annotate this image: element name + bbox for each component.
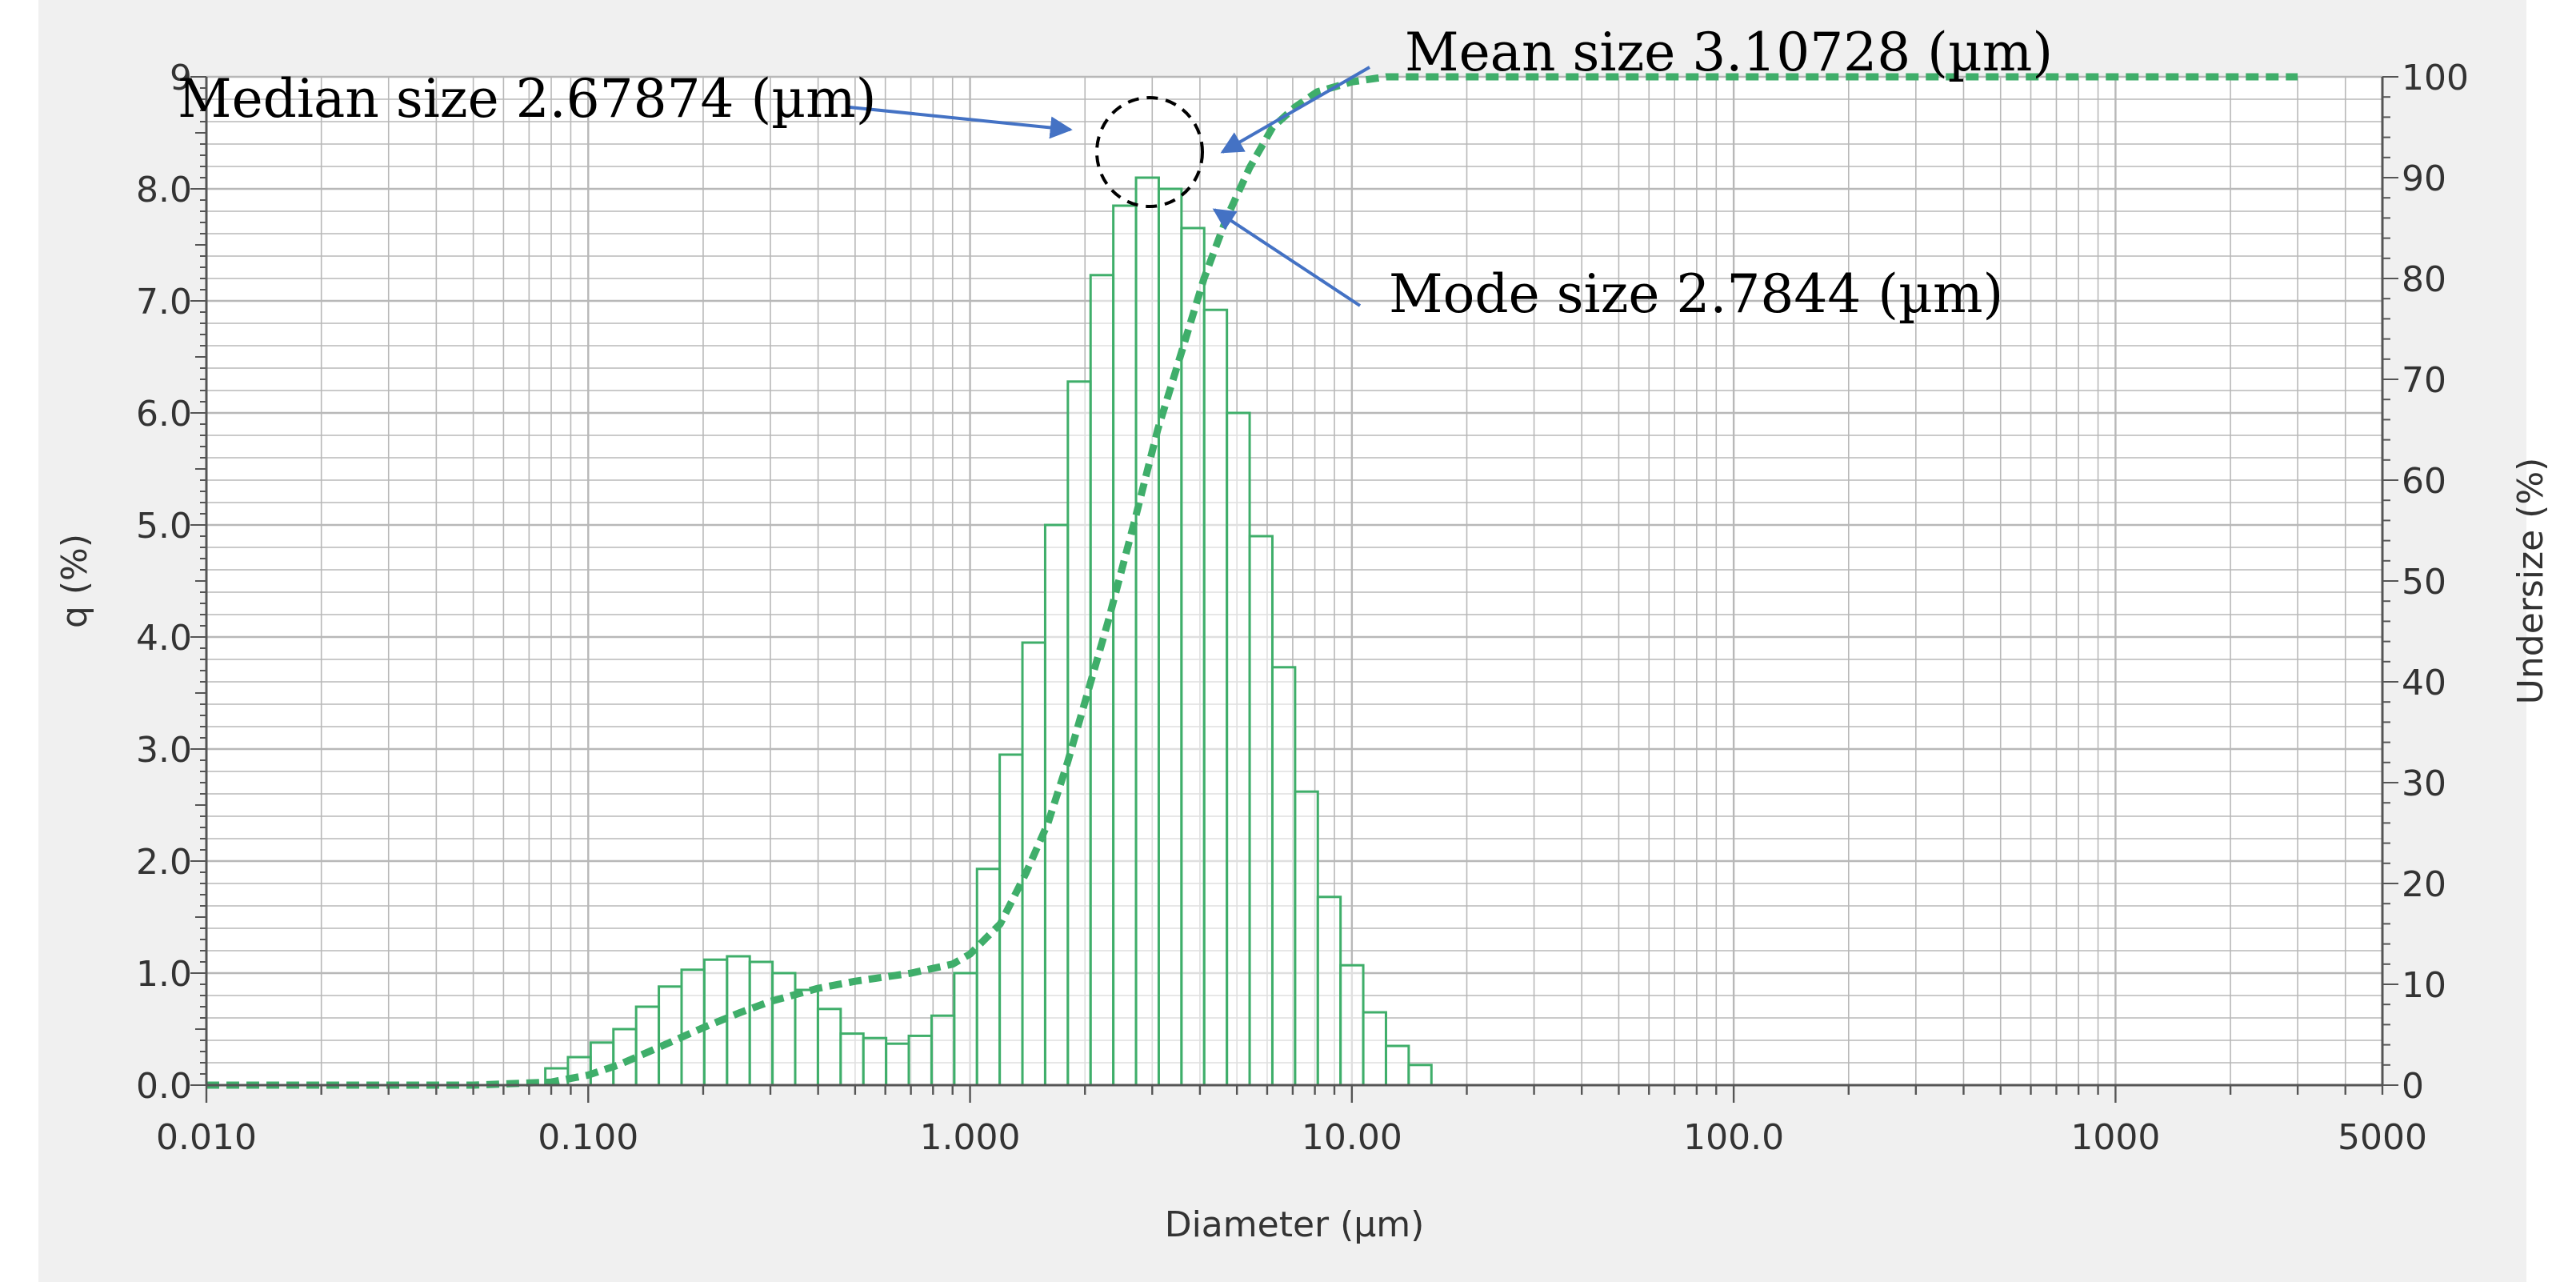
y-left-tick-label: 0.0 bbox=[136, 1066, 192, 1107]
histogram-bar bbox=[634, 1005, 661, 1087]
histogram-bar bbox=[771, 972, 797, 1087]
tick-labels: 0.010 0.100 1.000 10.00 100.0 1000 50000.01.02… bbox=[136, 58, 2469, 1158]
y-right-tick-label: 40 bbox=[2402, 663, 2446, 703]
histogram-bar bbox=[1134, 176, 1160, 1087]
histogram-bar bbox=[953, 972, 978, 1087]
cumulative-line bbox=[206, 73, 2298, 1089]
histogram-bar bbox=[1157, 187, 1183, 1087]
mean-arrow bbox=[1220, 66, 1370, 154]
y-right-tick-label: 50 bbox=[2402, 562, 2446, 603]
histogram-bar bbox=[1294, 790, 1319, 1087]
annotations: Median size 2.67874 (µm) Mean size 3.107… bbox=[178, 22, 2053, 325]
histogram-bar bbox=[1112, 204, 1138, 1087]
y-right-tick-label: 10 bbox=[2402, 965, 2446, 1006]
histogram-bar bbox=[839, 1032, 865, 1087]
y-axis-left-label: q (%) bbox=[54, 534, 95, 628]
histogram-bar bbox=[1066, 380, 1092, 1087]
histogram-bar bbox=[862, 1036, 888, 1087]
y-right-tick-label: 30 bbox=[2402, 763, 2446, 804]
y-right-tick-label: 0 bbox=[2402, 1066, 2424, 1107]
y-left-tick-label: 9 bbox=[170, 58, 192, 98]
histogram-bar bbox=[794, 988, 819, 1087]
y-right-tick-label: 80 bbox=[2402, 259, 2446, 300]
histogram-bar bbox=[1316, 895, 1342, 1087]
y-left-tick-label: 6.0 bbox=[136, 394, 192, 435]
y-left-tick-label: 7.0 bbox=[136, 282, 192, 323]
mode-arrow bbox=[1212, 208, 1362, 307]
y-left-tick-label: 2.0 bbox=[136, 842, 192, 883]
histogram-bar bbox=[1043, 523, 1070, 1087]
histogram-bar bbox=[816, 1008, 842, 1087]
histogram-bar bbox=[885, 1042, 910, 1087]
histogram-bar bbox=[1226, 411, 1251, 1087]
x-tick-label: 100.0 bbox=[1683, 1117, 1784, 1158]
histogram-bar bbox=[1248, 535, 1274, 1087]
histogram-bars bbox=[544, 176, 1433, 1087]
x-tick-label: 1000 bbox=[2070, 1117, 2160, 1158]
histogram-bar bbox=[589, 1041, 615, 1087]
histogram-bar bbox=[1407, 1064, 1433, 1087]
y-left-tick-label: 3.0 bbox=[136, 730, 192, 771]
x-tick-label: 0.010 bbox=[156, 1117, 257, 1158]
histogram-bar bbox=[1339, 963, 1365, 1087]
histogram-bar bbox=[975, 867, 1002, 1087]
median-annotation: Median size 2.67874 (µm) bbox=[178, 68, 877, 130]
histogram-bar bbox=[748, 960, 774, 1087]
y-right-tick-label: 70 bbox=[2402, 360, 2446, 401]
cumulative-curve bbox=[206, 73, 2298, 1089]
y-right-tick-label: 100 bbox=[2402, 58, 2469, 98]
y-left-tick-label: 1.0 bbox=[136, 954, 192, 995]
histogram-bar bbox=[1384, 1044, 1410, 1087]
median-arrow bbox=[849, 106, 1073, 139]
x-axis-label: Diameter (µm) bbox=[1165, 1204, 1425, 1245]
histogram-bar bbox=[1021, 641, 1046, 1087]
peak-highlight-circle bbox=[1095, 96, 1204, 208]
histogram-bar bbox=[907, 1034, 933, 1087]
y-left-tick-label: 8.0 bbox=[136, 170, 192, 210]
y-left-tick-label: 4.0 bbox=[136, 618, 192, 659]
histogram-bar bbox=[998, 753, 1024, 1087]
mode-annotation: Mode size 2.7844 (µm) bbox=[1389, 263, 2003, 325]
y-right-tick-label: 20 bbox=[2402, 864, 2446, 905]
grid bbox=[205, 75, 2383, 1085]
y-right-tick-label: 60 bbox=[2402, 461, 2446, 502]
x-tick-label: 1.000 bbox=[920, 1117, 1021, 1158]
axes bbox=[190, 76, 2398, 1103]
histogram-bar bbox=[1270, 666, 1297, 1087]
x-tick-label: 10.00 bbox=[1302, 1117, 1402, 1158]
x-tick-label: 0.100 bbox=[538, 1117, 638, 1158]
x-tick-label: 5000 bbox=[2338, 1117, 2427, 1158]
histogram-bar bbox=[930, 1014, 956, 1087]
histogram-bar bbox=[1180, 226, 1206, 1087]
histogram-bar bbox=[1202, 308, 1229, 1087]
mean-annotation: Mean size 3.10728 (µm) bbox=[1405, 22, 2053, 83]
y-axis-right-label: Undersize (%) bbox=[2510, 458, 2551, 705]
y-left-tick-label: 5.0 bbox=[136, 506, 192, 547]
histogram-bar bbox=[726, 955, 751, 1087]
histogram-bar bbox=[1362, 1011, 1387, 1087]
y-right-tick-label: 90 bbox=[2402, 158, 2446, 199]
